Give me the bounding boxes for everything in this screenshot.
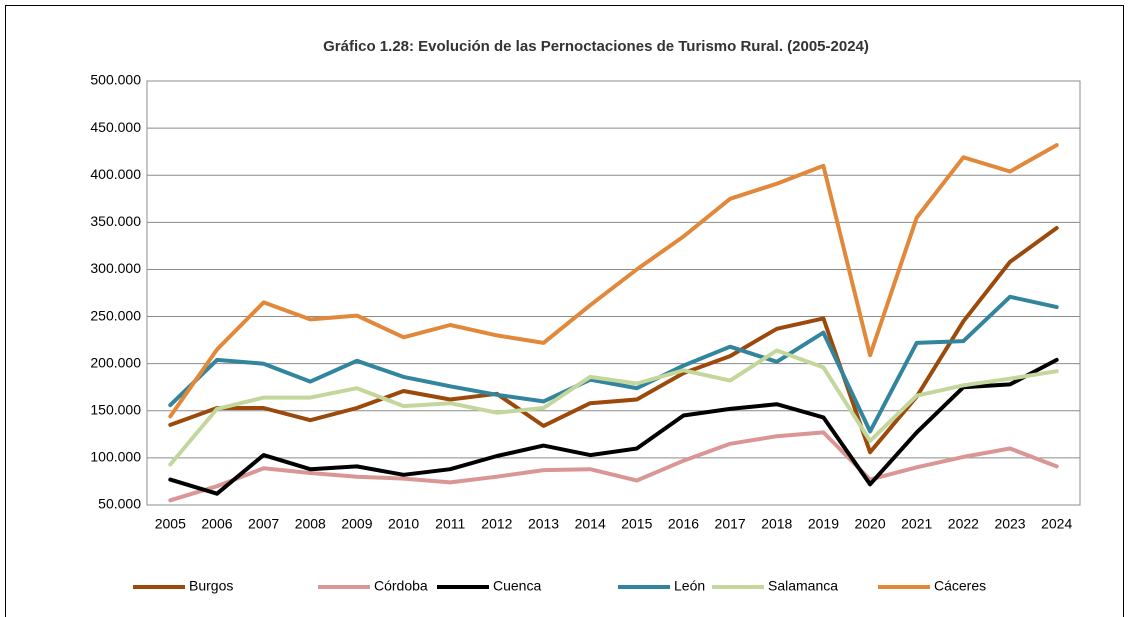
x-tick-label: 2019 bbox=[808, 516, 839, 532]
x-tick-label: 2011 bbox=[435, 516, 465, 532]
x-tick-label: 2012 bbox=[481, 516, 512, 532]
series-line bbox=[168, 357, 1059, 496]
legend-label: Salamanca bbox=[768, 578, 838, 594]
x-tick-label: 2005 bbox=[155, 516, 186, 532]
series-line bbox=[168, 430, 1059, 503]
legend-label: Burgos bbox=[189, 578, 233, 594]
x-tick-label: 2024 bbox=[1041, 516, 1072, 532]
plot-border bbox=[146, 80, 1081, 506]
y-tick-label: 150.000 bbox=[90, 401, 141, 417]
x-tick-label: 2017 bbox=[715, 516, 746, 532]
series-line bbox=[168, 348, 1059, 467]
y-tick-label: 200.000 bbox=[90, 354, 141, 370]
y-tick-label: 400.000 bbox=[90, 166, 141, 182]
y-tick-label: 350.000 bbox=[90, 213, 141, 229]
x-tick-label: 2015 bbox=[621, 516, 652, 532]
legend-label: Cuenca bbox=[493, 578, 541, 594]
x-tick-label: 2021 bbox=[901, 516, 932, 532]
x-tick-label: 2009 bbox=[341, 516, 372, 532]
legend-label: Córdoba bbox=[374, 578, 428, 594]
x-tick-label: 2006 bbox=[201, 516, 232, 532]
chart-frame bbox=[5, 5, 1124, 617]
x-tick-label: 2020 bbox=[854, 516, 885, 532]
x-tick-label: 2018 bbox=[761, 516, 792, 532]
y-tick-label: 300.000 bbox=[90, 260, 141, 276]
series-line bbox=[168, 294, 1059, 434]
x-tick-label: 2022 bbox=[948, 516, 979, 532]
legend-label: Cáceres bbox=[934, 578, 986, 594]
x-tick-label: 2007 bbox=[248, 516, 279, 532]
x-tick-label: 2008 bbox=[295, 516, 326, 532]
y-tick-label: 500.000 bbox=[90, 72, 141, 88]
y-tick-label: 250.000 bbox=[90, 307, 141, 323]
y-tick-label: 50.000 bbox=[98, 496, 141, 512]
x-tick-label: 2010 bbox=[388, 516, 419, 532]
chart-title: Gráfico 1.28: Evolución de las Pernoctac… bbox=[323, 38, 869, 55]
x-tick-label: 2014 bbox=[575, 516, 606, 532]
y-tick-label: 100.000 bbox=[90, 449, 141, 465]
x-tick-label: 2013 bbox=[528, 516, 559, 532]
legend-label: León bbox=[674, 578, 705, 594]
y-tick-label: 450.000 bbox=[90, 119, 141, 135]
x-tick-label: 2016 bbox=[668, 516, 699, 532]
series-line bbox=[168, 143, 1059, 419]
x-tick-label: 2023 bbox=[994, 516, 1025, 532]
